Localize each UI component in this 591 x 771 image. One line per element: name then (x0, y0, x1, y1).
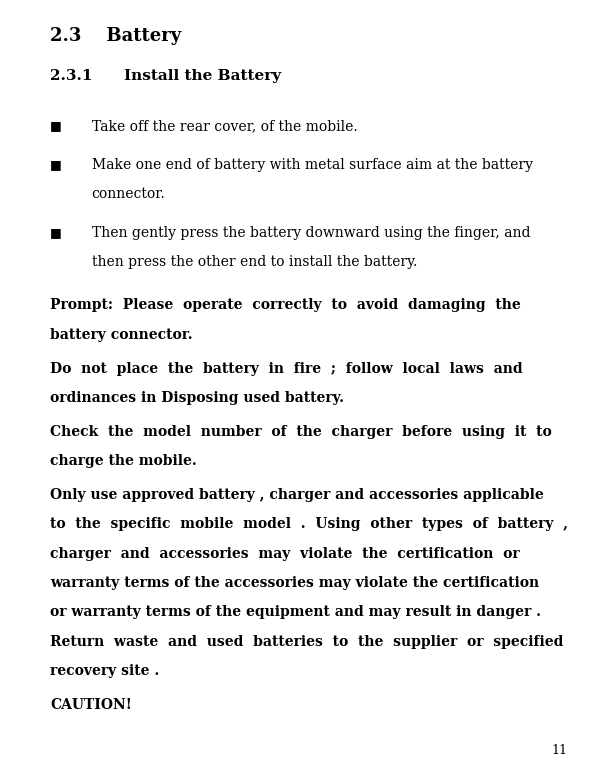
Text: Return  waste  and  used  batteries  to  the  supplier  or  specified: Return waste and used batteries to the s… (50, 635, 564, 648)
Text: Make one end of battery with metal surface aim at the battery: Make one end of battery with metal surfa… (92, 158, 532, 172)
Text: connector.: connector. (92, 187, 165, 201)
Text: ■: ■ (50, 120, 62, 133)
Text: 2.3.1      Install the Battery: 2.3.1 Install the Battery (50, 69, 281, 83)
Text: 11: 11 (551, 744, 567, 757)
Text: Only use approved battery , charger and accessories applicable: Only use approved battery , charger and … (50, 488, 544, 502)
Text: or warranty terms of the equipment and may result in danger .: or warranty terms of the equipment and m… (50, 605, 541, 619)
Text: Then gently press the battery downward using the finger, and: Then gently press the battery downward u… (92, 226, 530, 240)
Text: CAUTION!: CAUTION! (50, 698, 132, 712)
Text: charger  and  accessories  may  violate  the  certification  or: charger and accessories may violate the … (50, 547, 520, 561)
Text: recovery site .: recovery site . (50, 664, 160, 678)
Text: Do  not  place  the  battery  in  fire  ;  follow  local  laws  and: Do not place the battery in fire ; follo… (50, 362, 523, 375)
Text: Take off the rear cover, of the mobile.: Take off the rear cover, of the mobile. (92, 120, 357, 133)
Text: warranty terms of the accessories may violate the certification: warranty terms of the accessories may vi… (50, 576, 540, 590)
Text: ■: ■ (50, 226, 62, 239)
Text: charge the mobile.: charge the mobile. (50, 454, 197, 468)
Text: ■: ■ (50, 158, 62, 171)
Text: to  the  specific  mobile  model  .  Using  other  types  of  battery  ,: to the specific mobile model . Using oth… (50, 517, 568, 531)
Text: 2.3    Battery: 2.3 Battery (50, 27, 181, 45)
Text: battery connector.: battery connector. (50, 328, 193, 342)
Text: Prompt:  Please  operate  correctly  to  avoid  damaging  the: Prompt: Please operate correctly to avoi… (50, 298, 521, 312)
Text: then press the other end to install the battery.: then press the other end to install the … (92, 255, 417, 269)
Text: ordinances in Disposing used battery.: ordinances in Disposing used battery. (50, 391, 344, 405)
Text: Check  the  model  number  of  the  charger  before  using  it  to: Check the model number of the charger be… (50, 425, 552, 439)
